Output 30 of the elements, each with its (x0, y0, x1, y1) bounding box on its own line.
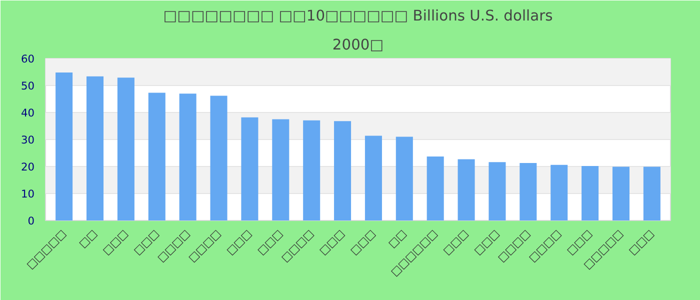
bar (520, 162, 537, 220)
bar (241, 117, 258, 220)
bar (488, 162, 506, 220)
bar (643, 166, 660, 220)
bar (364, 136, 382, 220)
bar (582, 166, 599, 220)
bar (612, 166, 630, 220)
y-tick-label: 20 (20, 160, 35, 174)
bar (426, 156, 444, 220)
x-tick-label: □□ (76, 226, 100, 250)
bar (86, 76, 104, 220)
bar (334, 121, 352, 220)
bar (303, 120, 320, 220)
bar (148, 92, 166, 220)
y-tick-label: 0 (28, 214, 35, 228)
bar (458, 159, 475, 220)
bar (117, 78, 134, 220)
y-tick-label: 10 (20, 188, 35, 200)
bar (550, 164, 568, 220)
chart-title: □□□□□□□□ □□10□□□□□□ Billions U.S. dollars (163, 8, 553, 24)
bar (210, 96, 228, 220)
bar (272, 119, 290, 220)
chart-subtitle: 2000□ (332, 36, 384, 54)
bar (179, 94, 196, 220)
y-tick-label: 60 (20, 52, 35, 66)
y-tick-label: 50 (20, 80, 35, 92)
bar (396, 136, 413, 220)
y-tick-label: 30 (20, 134, 35, 146)
y-tick-label: 40 (20, 106, 35, 120)
bar (56, 72, 73, 220)
